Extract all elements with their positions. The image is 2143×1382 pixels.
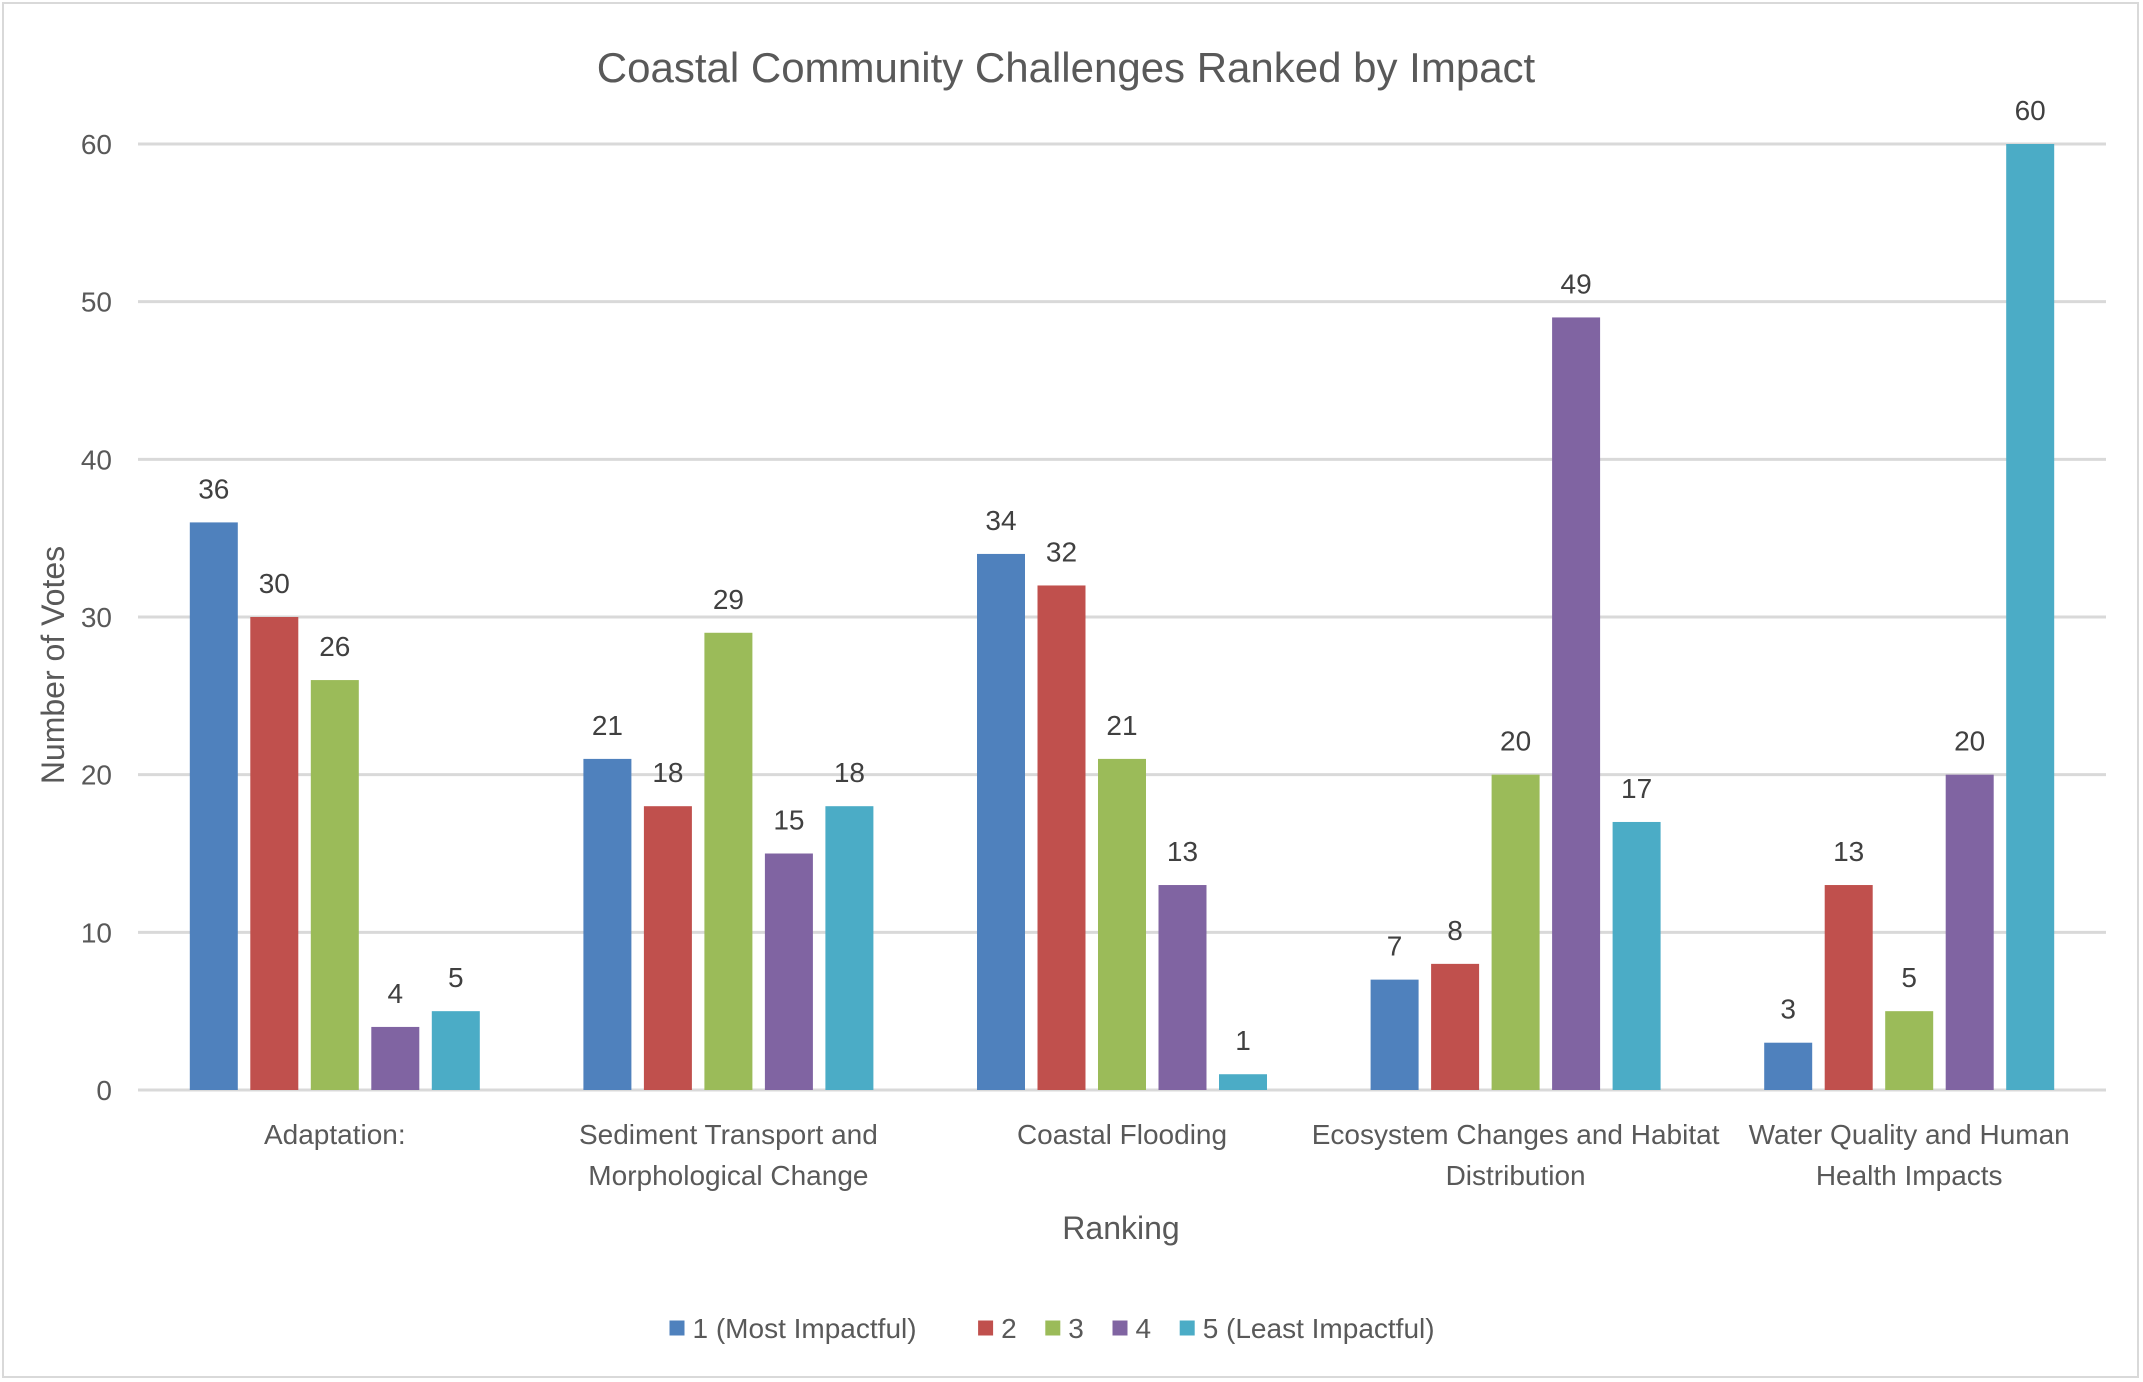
y-tick-label: 20: [81, 760, 112, 791]
y-axis-title: Number of Votes: [35, 546, 71, 784]
x-tick-label-line: Sediment Transport and: [579, 1119, 878, 1150]
legend-item: 1 (Most Impactful): [669, 1313, 917, 1344]
bar: [1219, 1074, 1267, 1090]
x-tick-label: Coastal Flooding: [1017, 1119, 1227, 1150]
legend-item: 5 (Least Impactful): [1179, 1313, 1435, 1344]
data-label: 18: [652, 757, 683, 788]
data-label: 1: [1235, 1025, 1251, 1056]
legend: 1 (Most Impactful) 2 3 4 5 (Least Impactful): [669, 1313, 1435, 1344]
data-label: 13: [1167, 836, 1198, 867]
bar: [310, 680, 359, 1090]
legend-label: 4: [1136, 1313, 1152, 1344]
bar: [1552, 317, 1601, 1090]
x-tick-label-line: Water Quality and Human: [1749, 1119, 2070, 1150]
data-labels: 3630264521182915183432211317820491731352…: [198, 95, 2046, 1056]
bar: [1764, 1042, 1813, 1090]
bars: [189, 144, 2055, 1090]
legend-item: 2: [978, 1313, 1017, 1344]
data-label: 20: [1954, 726, 1985, 757]
x-tick-label: Ecosystem Changes and Habitat Distributio…: [1312, 1119, 1720, 1191]
legend-swatch: [1112, 1320, 1128, 1336]
data-label: 49: [1561, 268, 1592, 299]
bar: [977, 553, 1025, 1090]
data-label: 15: [773, 805, 804, 836]
bar: [1158, 885, 1207, 1090]
x-tick-label-line: Coastal Flooding: [1017, 1119, 1227, 1150]
legend-swatch: [1179, 1320, 1195, 1336]
bar: [1491, 774, 1540, 1090]
legend-swatch: [1045, 1320, 1061, 1336]
x-tick-label: Water Quality and Human Health Impacts: [1749, 1119, 2070, 1191]
x-tick-label-line: Adaptation:: [264, 1119, 406, 1150]
data-label: 5: [448, 962, 464, 993]
legend-label: 2: [1001, 1313, 1017, 1344]
data-label: 30: [259, 568, 290, 599]
legend-swatch: [978, 1320, 994, 1336]
x-tick-label: Adaptation:: [264, 1119, 406, 1150]
chart-title: Coastal Community Challenges Ranked by I…: [597, 44, 1536, 91]
data-label: 17: [1621, 773, 1652, 804]
data-label: 7: [1387, 931, 1403, 962]
data-label: 20: [1500, 726, 1531, 757]
bar: [431, 1011, 480, 1090]
x-axis-title: Ranking: [1062, 1210, 1179, 1246]
data-label: 34: [985, 505, 1016, 536]
data-label: 4: [388, 978, 404, 1009]
bar: [1098, 758, 1146, 1090]
y-tick-label: 0: [96, 1075, 112, 1106]
data-label: 32: [1046, 536, 1077, 567]
bar: [1945, 774, 1994, 1090]
y-tick-label: 40: [81, 444, 112, 475]
legend-label: 1 (Most Impactful): [693, 1313, 917, 1344]
x-axis-ticks: Adaptation: Sediment Transport and Morphol…: [264, 1119, 2070, 1191]
x-tick-label: Sediment Transport and Morphological Chan…: [579, 1119, 878, 1191]
legend-item: 3: [1045, 1313, 1084, 1344]
y-tick-label: 30: [81, 602, 112, 633]
x-tick-label-line: Health Impacts: [1816, 1160, 2003, 1191]
legend-swatch: [669, 1320, 685, 1336]
data-label: 29: [713, 584, 744, 615]
bar: [1612, 821, 1661, 1090]
bar: [704, 632, 753, 1090]
bar: [371, 1026, 420, 1090]
bar: [1824, 885, 1873, 1090]
bar: [1037, 585, 1086, 1090]
data-label: 13: [1833, 836, 1864, 867]
data-label: 60: [2015, 95, 2046, 126]
bar: [2006, 144, 2055, 1090]
data-label: 5: [1901, 962, 1917, 993]
y-tick-label: 60: [81, 129, 112, 160]
bar: [1370, 979, 1419, 1090]
legend-label: 3: [1068, 1313, 1084, 1344]
data-label: 36: [198, 473, 229, 504]
data-label: 21: [1106, 710, 1137, 741]
bar: [1431, 963, 1480, 1090]
data-label: 26: [319, 631, 350, 662]
data-label: 3: [1780, 994, 1796, 1025]
bar: [189, 522, 238, 1090]
bar: [583, 758, 632, 1090]
data-label: 8: [1447, 915, 1463, 946]
bar: [764, 853, 813, 1090]
x-tick-label-line: Morphological Change: [588, 1160, 868, 1191]
bar: [825, 806, 874, 1090]
legend-label: 5 (Least Impactful): [1203, 1313, 1435, 1344]
x-tick-label-line: Distribution: [1446, 1160, 1586, 1191]
y-tick-label: 50: [81, 287, 112, 318]
y-tick-label: 10: [81, 917, 112, 948]
data-label: 18: [834, 757, 865, 788]
x-tick-label-line: Ecosystem Changes and Habitat: [1312, 1119, 1720, 1150]
bar: [250, 617, 299, 1090]
data-label: 21: [592, 710, 623, 741]
bar: [1885, 1011, 1934, 1090]
bar: [643, 806, 692, 1090]
y-axis-ticks: 0 10 20 30 40 50 60: [81, 129, 112, 1106]
legend-item: 4: [1112, 1313, 1152, 1344]
